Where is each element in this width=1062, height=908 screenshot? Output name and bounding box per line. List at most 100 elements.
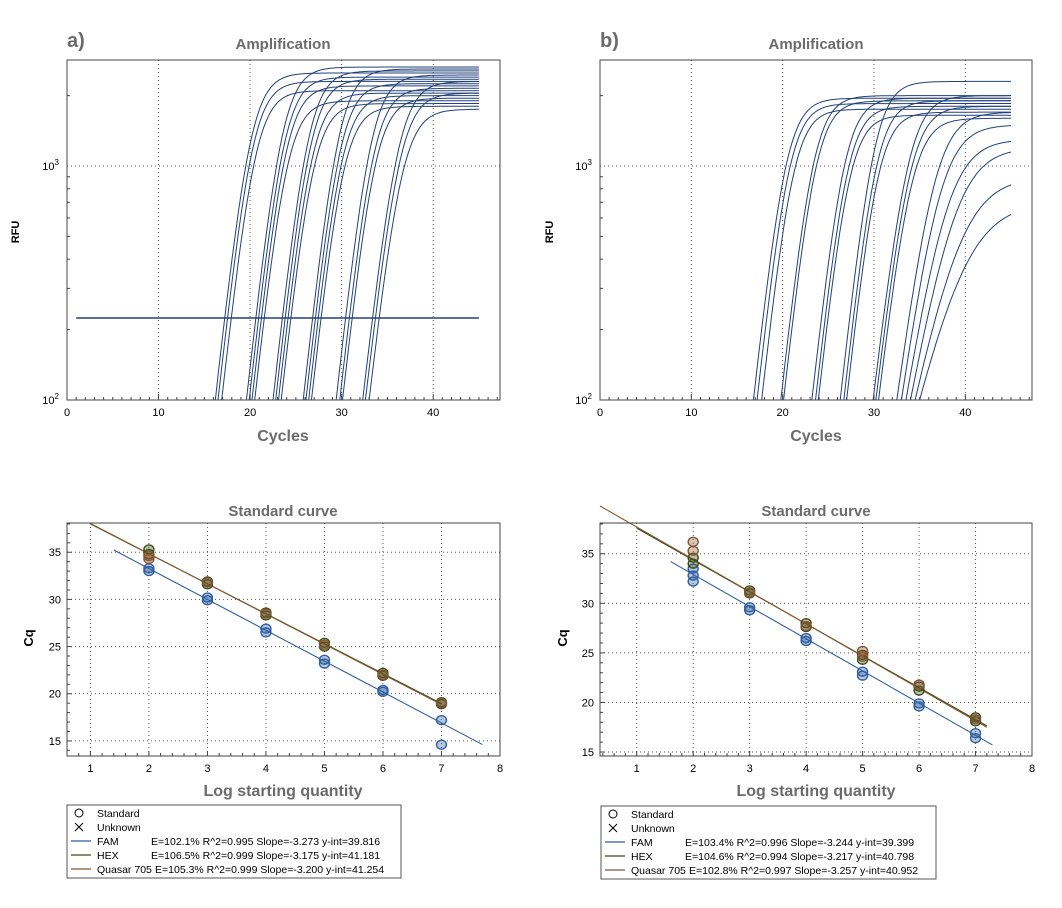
amplification-curve (275, 78, 479, 401)
data-point-fam (435, 739, 448, 750)
amplification-curve (272, 70, 479, 401)
plot-frame (66, 59, 501, 401)
x-tick-label: 20 (777, 407, 789, 419)
legend-standard: Standard (97, 808, 140, 820)
legend-box (600, 805, 937, 880)
data-point-quasar-705 (743, 587, 756, 598)
data-point-fam (800, 632, 812, 644)
amplification-curve (910, 151, 1012, 401)
y-tick-label: 30 (49, 594, 61, 606)
amplification-title-b: Amplification (768, 36, 863, 53)
y-tick-exponent: 3 (588, 158, 593, 167)
data-point-quasar-705 (800, 620, 812, 632)
x-tick-label: 0 (64, 407, 70, 419)
y-tick-label: 35 (49, 547, 61, 559)
data-point-quasar-705 (687, 536, 699, 548)
legend-series-stats: E=104.6% R^2=0.994 Slope=-3.217 y-int=40… (685, 851, 914, 863)
legend-series-name: HEX (97, 850, 119, 862)
x-tick-label: 4 (803, 763, 809, 775)
legend-box (66, 804, 402, 879)
amplification-curve (756, 103, 1011, 401)
panel-label-b: b) (600, 30, 619, 52)
data-point-fam (743, 602, 756, 613)
unknown-marker-icon (74, 822, 84, 832)
x-tick-label: 20 (244, 407, 256, 419)
amplification-curve (254, 100, 479, 401)
amplification-curve (221, 90, 479, 401)
y-tick-label: 20 (582, 697, 594, 709)
legend-series-name: Quasar 705 (97, 864, 152, 876)
x-tick-label: 30 (336, 407, 348, 419)
y-tick-base: 10 (575, 395, 587, 407)
x-tick-label: 4 (263, 763, 269, 775)
data-point-quasar-705 (143, 553, 155, 565)
amplification-curve (342, 97, 479, 401)
y-tick-label: 102 (575, 392, 592, 407)
data-point-fam (143, 563, 155, 574)
panel-label-a: a) (67, 30, 85, 52)
fit-line-fam (670, 561, 993, 746)
amplification-curve (364, 92, 479, 401)
legend-unknown: Unknown (97, 822, 141, 834)
data-point-fam (318, 654, 331, 665)
data-point-quasar-705 (377, 669, 389, 681)
x-tick-label: 2 (146, 763, 152, 775)
data-point-quasar-705 (856, 651, 869, 663)
y-tick-label: 35 (582, 549, 594, 561)
data-point-fam (687, 570, 699, 581)
plot-frame (66, 522, 501, 757)
data-point-fam (377, 684, 389, 696)
y-axis-label-b: RFU (544, 221, 556, 244)
amplification-curve (245, 66, 479, 401)
amplification-curve (339, 87, 479, 401)
data-point-fam (318, 658, 331, 669)
x-tick-label: 5 (860, 763, 866, 775)
x-tick-label: 10 (685, 407, 697, 419)
amplification-curve (308, 95, 479, 401)
y-tick-base: 10 (42, 395, 54, 407)
data-point-fam (913, 701, 925, 712)
amplification-curve (362, 81, 479, 401)
unknown-marker-icon (608, 823, 618, 833)
amplification-curve (905, 140, 1012, 401)
amplification-curve (896, 112, 1012, 401)
x-tick-label: 3 (747, 763, 753, 775)
x-tick-label: 7 (438, 763, 444, 775)
data-point-quasar-705 (687, 545, 699, 556)
legend-series-stats: E=103.4% R^2=0.996 Slope=-3.244 y-int=39… (685, 837, 914, 849)
legend-series-stats: E=105.3% R^2=0.999 Slope=-3.200 y-int=41… (155, 864, 384, 876)
amplification-title-a: Amplification (235, 36, 330, 53)
amplification-curve (843, 100, 1011, 401)
data-point-quasar-705 (969, 714, 982, 725)
amplification-curve (248, 76, 479, 401)
x-axis-label-b: Cycles (790, 428, 842, 445)
amplification-curve (872, 95, 1011, 401)
fit-line-fam (113, 549, 483, 746)
amplification-curve (919, 214, 1012, 401)
legend-unknown: Unknown (631, 823, 675, 835)
y-tick-label: 25 (49, 642, 61, 654)
amplification-curve (811, 97, 1011, 401)
amplification-curve (251, 85, 479, 401)
legend-series-name: Quasar 705 (631, 865, 686, 877)
x-tick-label: 0 (597, 407, 603, 419)
data-point-fam (913, 698, 925, 709)
x-tick-label: 3 (204, 763, 210, 775)
data-point-fam (260, 623, 272, 634)
standard-marker-icon (608, 809, 618, 819)
data-point-fam (201, 592, 214, 603)
amplification-curve (878, 117, 1011, 401)
y-tick-exponent: 3 (55, 158, 60, 167)
amplification-curve (839, 80, 1011, 401)
legend-series-stats: E=102.1% R^2=0.995 Slope=-3.273 y-int=39… (151, 836, 380, 848)
legend-series-name: FAM (631, 837, 653, 849)
y-tick-exponent: 2 (55, 392, 60, 401)
data-point-fam (743, 605, 756, 616)
x-tick-label: 7 (972, 763, 978, 775)
legend-series-name: HEX (631, 851, 653, 863)
data-point-quasar-705 (913, 679, 925, 690)
x-tick-label: 1 (634, 763, 640, 775)
amplification-curve (217, 80, 479, 401)
std-x-axis-label-b: Log starting quantity (736, 783, 895, 800)
amplification-curve (305, 83, 479, 401)
